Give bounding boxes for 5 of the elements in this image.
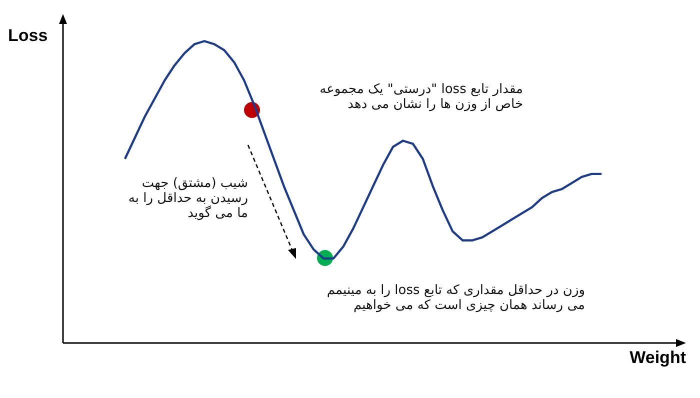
x-axis-title: Weight [630,348,686,368]
annotation: مقدار تابع loss "درستی" یک مجموعه خاص از وزن ها را نشان می دهد [320,82,523,112]
annotation: شیب (مشتق) جهت رسیدن به حداقل را به ما می گوید [128,176,248,221]
annotation: وزن در حداقل مقداری که تابع loss را به مینیمم می رساند همان چیزی است که می خواهیم [326,283,585,313]
y-axis-title: Loss [8,26,48,46]
